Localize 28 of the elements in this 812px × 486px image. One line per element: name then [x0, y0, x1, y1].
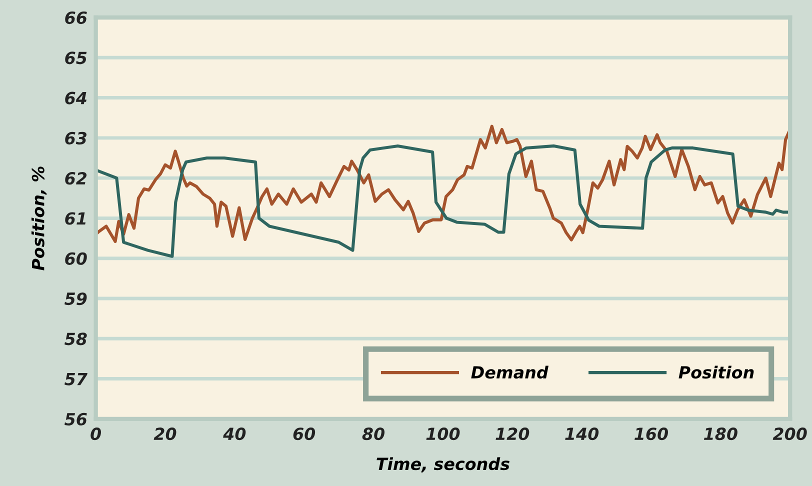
y-tick-label: 66: [65, 11, 87, 24]
x-tick-label: 160: [634, 428, 668, 440]
y-tick-label: 64: [65, 92, 86, 104]
y-tick-label: 56: [64, 412, 87, 426]
x-tick-label: 80: [362, 428, 385, 440]
y-tick-label: 62: [65, 172, 87, 185]
y-tick-label: 60: [65, 252, 87, 265]
line-series: [96, 144, 790, 258]
line-series: [96, 124, 790, 244]
x-tick-label: 0: [90, 428, 102, 440]
x-tick-label: 20: [154, 428, 176, 440]
x-tick-label: 200: [772, 428, 807, 440]
x-tick-label: 60: [293, 428, 316, 440]
x-axis-title: Time, seconds: [376, 457, 510, 472]
y-axis-title: Position, %: [31, 166, 47, 270]
x-tick-label: 120: [496, 428, 530, 440]
y-tick-label: 58: [64, 332, 87, 346]
y-tick-label: 65: [65, 52, 87, 64]
x-tick-label: 140: [565, 428, 599, 440]
y-tick-label: 61: [65, 212, 86, 225]
x-tick-label: 180: [704, 428, 738, 440]
y-tick-label: 63: [65, 132, 87, 145]
x-tick-label: 40: [223, 428, 246, 440]
y-tick-label: 59: [64, 292, 87, 306]
x-tick-label: 100: [426, 428, 460, 440]
legend-label: Position: [678, 366, 754, 379]
legend-label: Demand: [471, 366, 549, 379]
y-tick-label: 57: [64, 372, 88, 386]
